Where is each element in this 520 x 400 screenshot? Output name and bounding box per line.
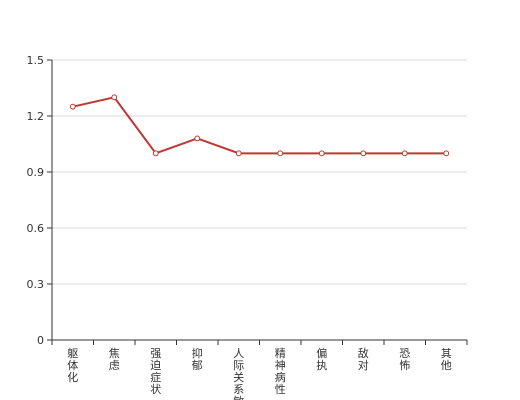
x-tick-label: 人际关系敏感 (233, 347, 244, 400)
data-point[interactable] (360, 150, 367, 157)
data-point[interactable] (401, 150, 408, 157)
y-tick-labels: 0 0.3 0.6 0.9 1.2 1.5 (27, 54, 45, 347)
data-point[interactable] (318, 150, 325, 157)
data-point[interactable] (235, 150, 242, 157)
x-tick-label: 焦虑 (109, 347, 120, 372)
x-tick-label: 精神病性 (275, 347, 286, 396)
y-tick-label: 0.9 (27, 166, 45, 179)
y-tick-label: 0.3 (27, 278, 45, 291)
data-point[interactable] (69, 103, 76, 110)
data-point[interactable] (443, 150, 450, 157)
data-point[interactable] (111, 94, 118, 101)
x-tick-label: 敌对 (358, 346, 369, 372)
x-tick-labels: 躯体化 焦虑 强迫症状 抑郁 人际关系敏感 精神病性 偏执 敌对 恐怖 其他 (67, 346, 452, 400)
series-layer (69, 94, 450, 157)
y-tick-label: 0.6 (27, 222, 45, 235)
x-tick-label: 其他 (441, 347, 452, 372)
y-tick-label: 1.5 (27, 54, 45, 67)
axes (47, 59, 468, 345)
data-point[interactable] (194, 135, 201, 142)
y-tick-label: 1.2 (27, 110, 45, 123)
x-tick-label: 抑郁 (192, 346, 203, 372)
x-tick-label: 偏执 (316, 346, 327, 372)
x-tick-label: 躯体化 (67, 347, 78, 384)
x-tick-label: 恐怖 (399, 347, 410, 372)
series-line (72, 96, 447, 155)
data-point[interactable] (277, 150, 284, 157)
data-point[interactable] (152, 150, 159, 157)
x-tick-label: 强迫症状 (150, 347, 161, 396)
y-tick-label: 0 (37, 334, 44, 347)
grid-lines (52, 59, 467, 285)
